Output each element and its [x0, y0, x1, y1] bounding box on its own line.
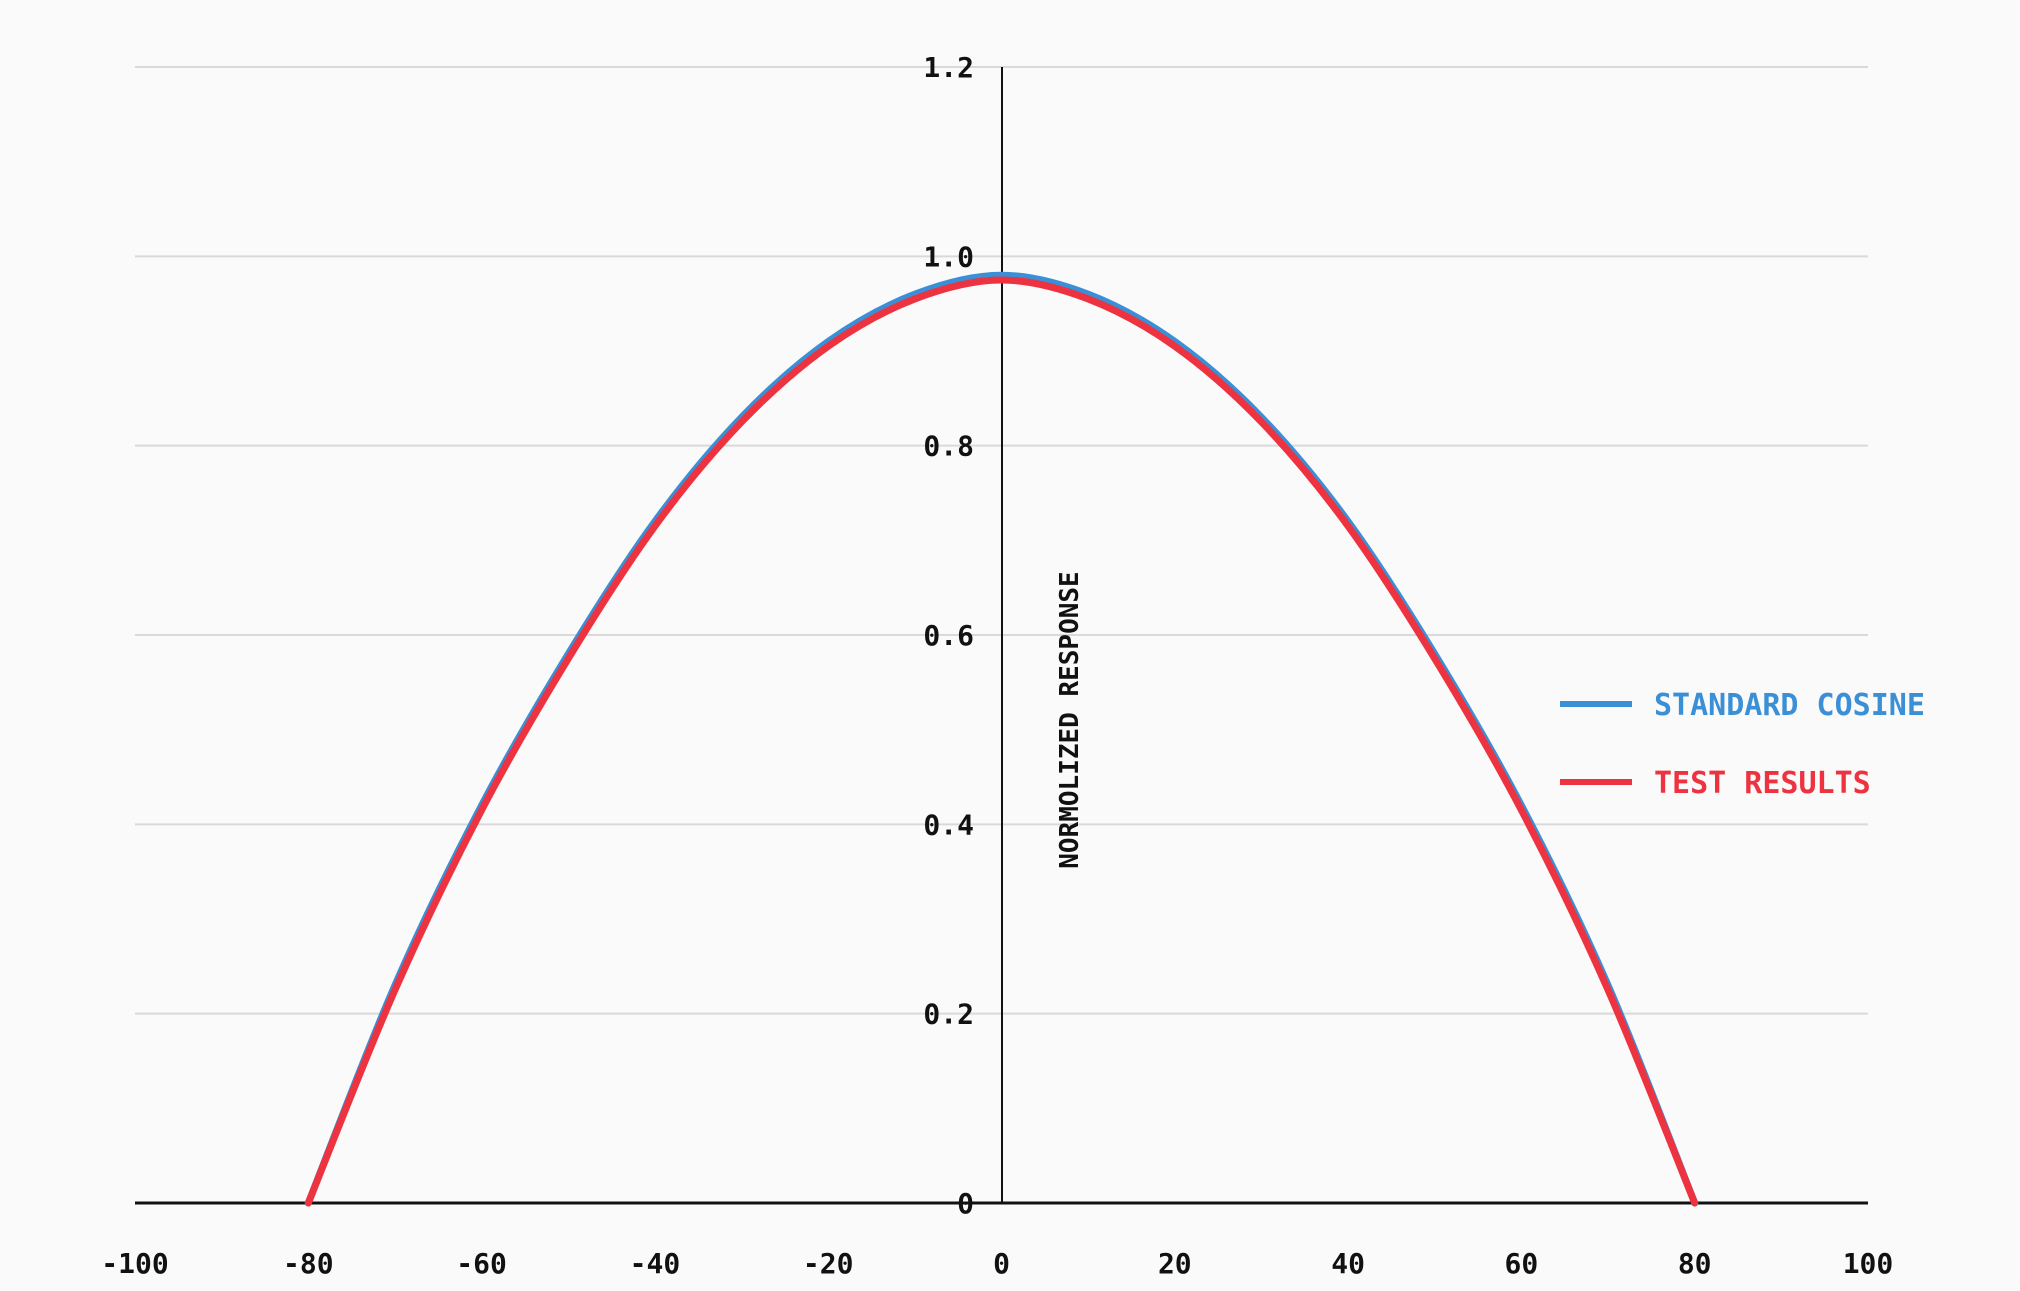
x-tick-label: -20: [803, 1247, 854, 1280]
x-tick-label: -80: [283, 1247, 334, 1280]
y-axis-title: NORMOLIZED RESPONSE: [1055, 571, 1085, 868]
y-tick-label: 0.2: [923, 998, 974, 1031]
y-tick-label: 0.6: [923, 619, 974, 652]
x-tick-label: 40: [1331, 1247, 1365, 1280]
x-tick-label: -60: [456, 1247, 507, 1280]
series-line-test-results: [304, 276, 1699, 1207]
y-tick-label: 0: [957, 1187, 974, 1220]
tick-labels: 0 0.2 0.4 0.6 0.8 1.0 1.2 -100 -80 -60 -40 -20 0 20 40…: [101, 51, 1893, 1280]
series-lines: [304, 271, 1699, 1207]
x-tick-label: -100: [101, 1247, 168, 1280]
x-tick-label: 20: [1158, 1247, 1192, 1280]
y-tick-label: 1.0: [923, 240, 974, 273]
legend-label: TEST RESULTS: [1654, 766, 1871, 801]
y-tick-label: 0.4: [923, 808, 974, 841]
x-tick-label: 0: [993, 1247, 1010, 1280]
legend: STANDARD COSINE TEST RESULTS: [1560, 688, 1925, 801]
x-tick-label: 60: [1505, 1247, 1539, 1280]
y-tick-label: 0.8: [923, 430, 974, 463]
x-tick-label: 80: [1678, 1247, 1712, 1280]
legend-label: STANDARD COSINE: [1654, 688, 1925, 723]
x-tick-label: -40: [630, 1247, 681, 1280]
x-tick-label: 100: [1843, 1247, 1894, 1280]
y-tick-label: 1.2: [923, 51, 974, 84]
axes: [135, 67, 1868, 1205]
